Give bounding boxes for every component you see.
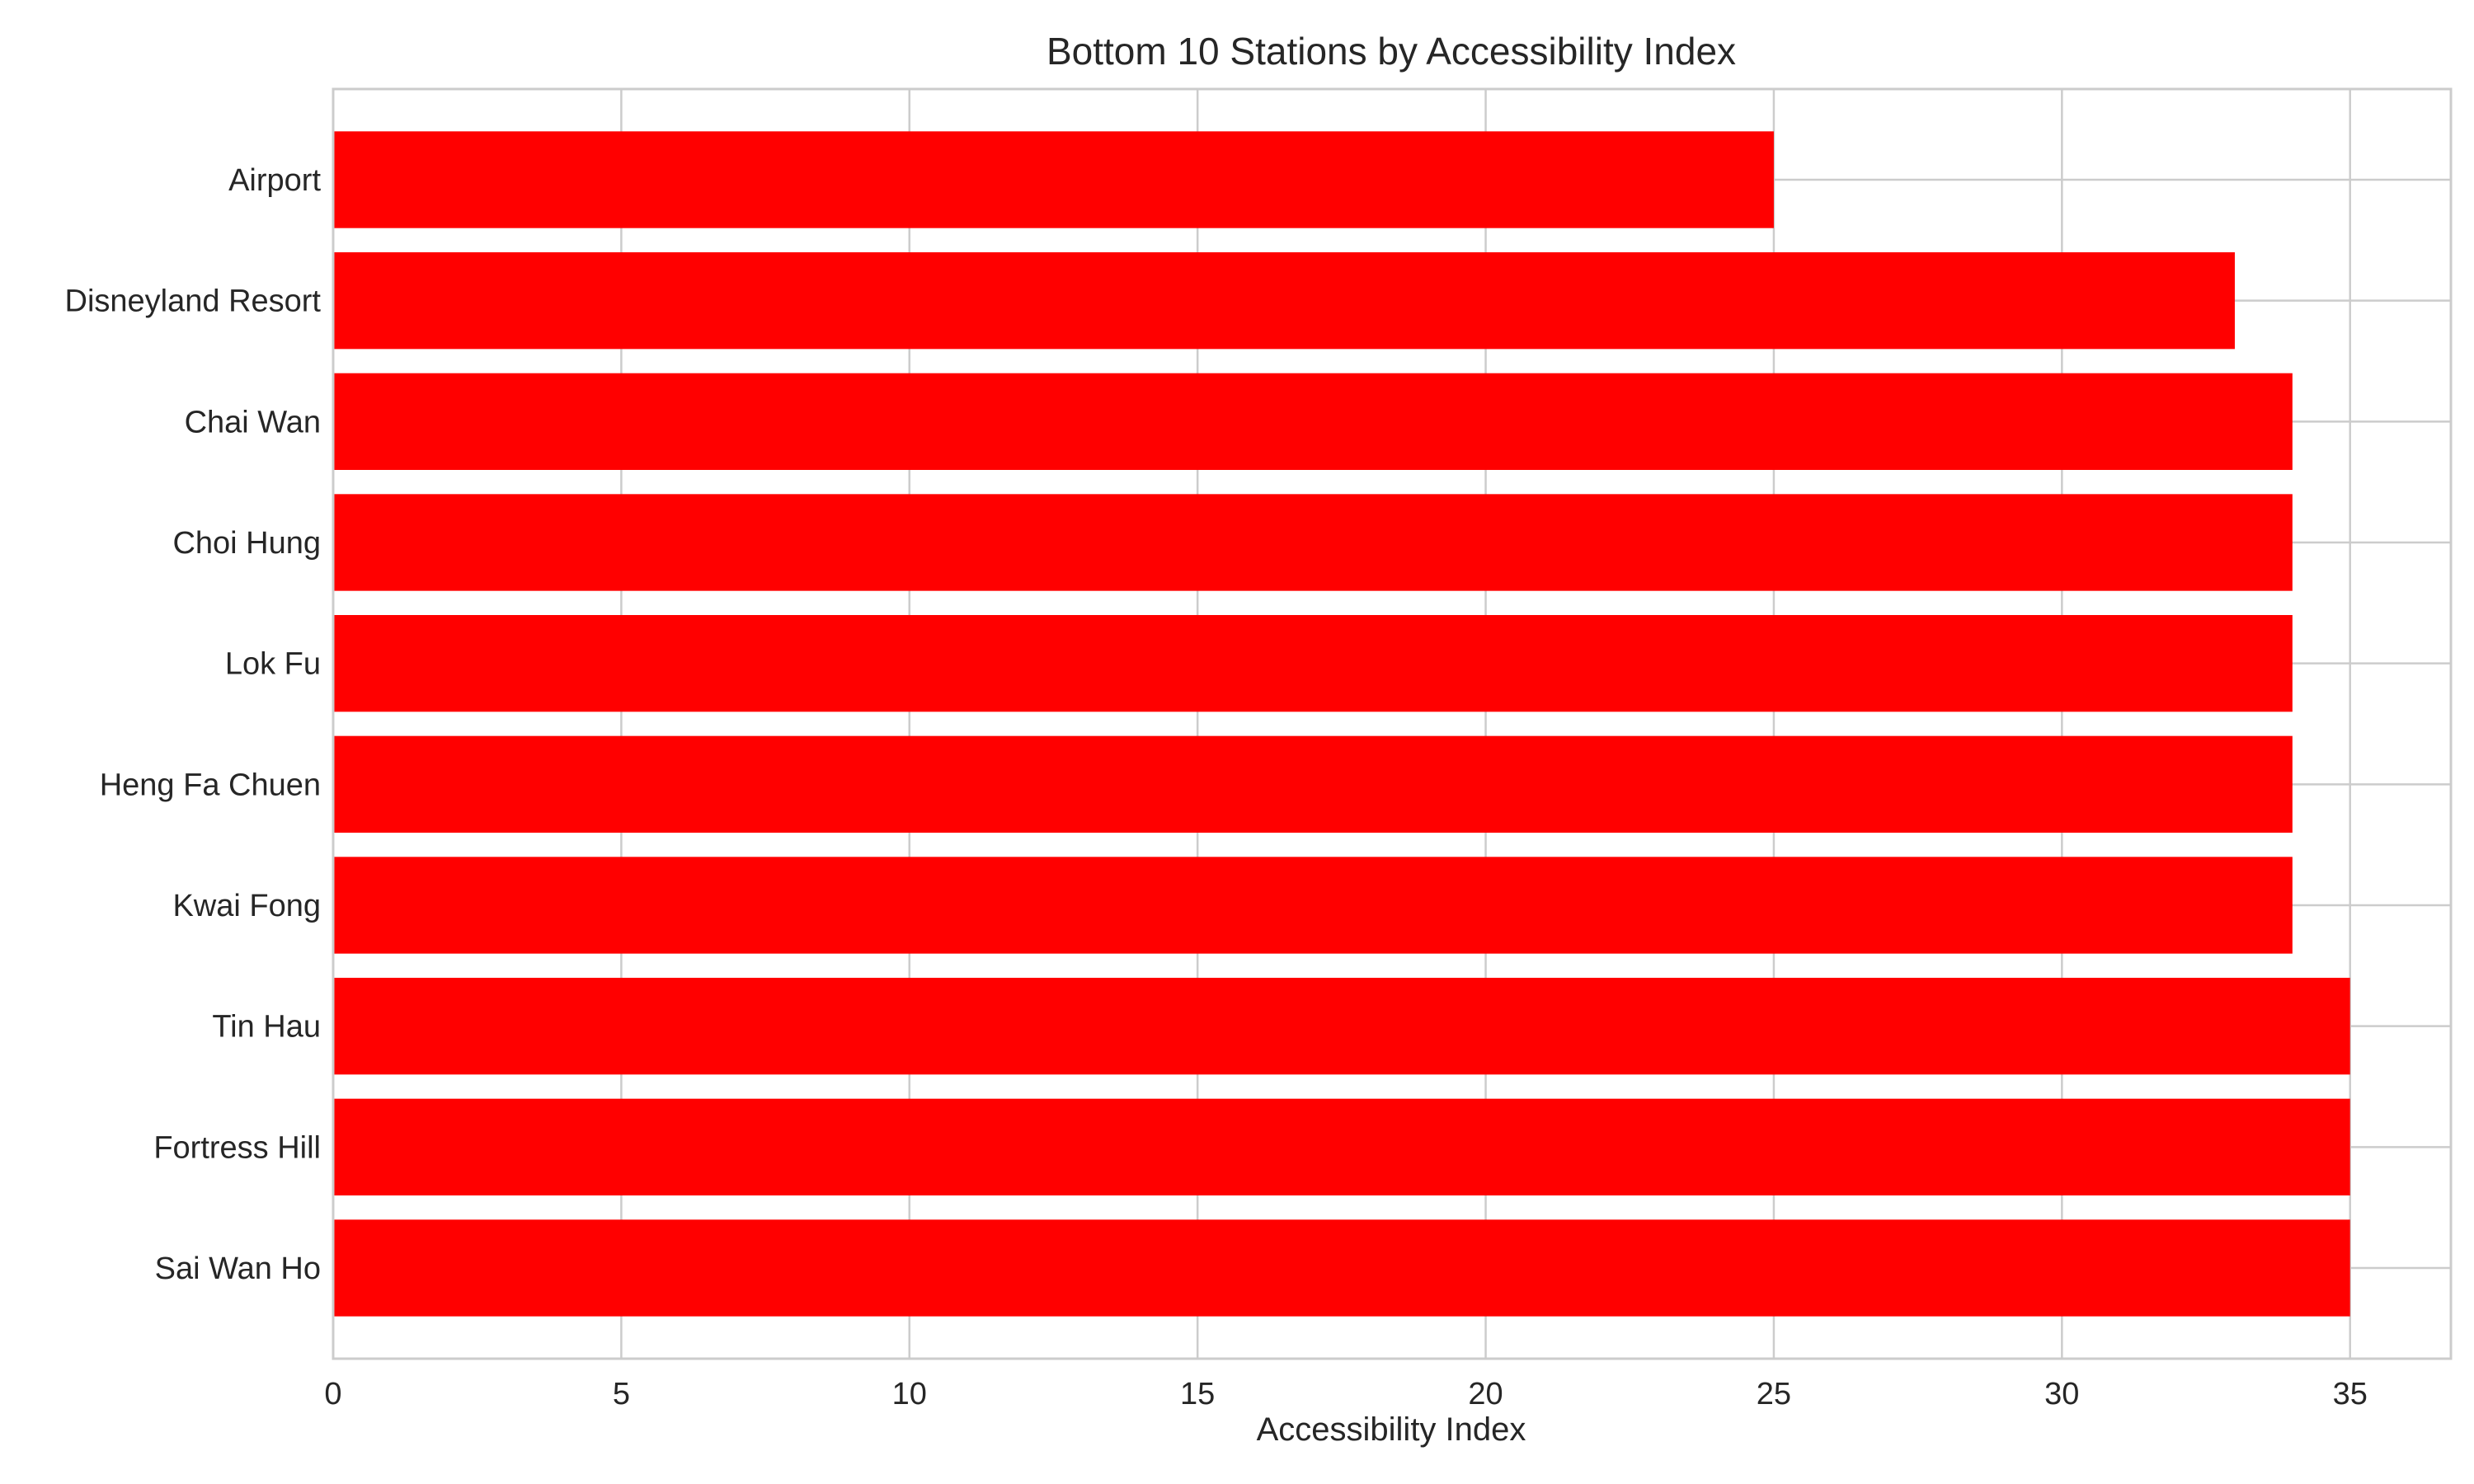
y-tick-label: Tin Hau [212,1010,321,1045]
bar-kwai-fong [333,857,2293,954]
x-axis-label: Accessibility Index [1257,1411,1526,1448]
x-tick-label: 10 [892,1377,927,1411]
x-tick-label: 35 [2333,1377,2368,1411]
bar-sai-wan-ho [333,1219,2350,1317]
bar-lok-fu [333,615,2293,712]
x-tick-label: 25 [1757,1377,1791,1411]
bar-disneyland-resort [333,252,2235,350]
y-tick-label: Airport [228,163,321,198]
plot-frame [332,87,2453,1360]
chart-title: Bottom 10 Stations by Accessibility Inde… [1047,30,1736,73]
y-tick-label: Choi Hung [172,526,321,561]
bar-chai-wan [333,373,2293,470]
x-tick-label: 30 [2044,1377,2079,1411]
x-tick-label: 0 [324,1377,341,1411]
bar-heng-fa-chuen [333,735,2293,833]
y-tick-label: Fortress Hill [153,1130,321,1165]
y-tick-label: Kwai Fong [172,889,321,923]
y-tick-label: Lok Fu [225,647,321,682]
y-tick-label: Heng Fa Chuen [100,768,321,802]
bar-tin-hau [333,978,2350,1075]
bars [333,131,2350,1317]
x-tick-label: 15 [1180,1377,1215,1411]
bar-fortress-hill [333,1098,2350,1195]
bar-choi-hung [333,494,2293,591]
y-tick-label: Disneyland Resort [65,284,322,319]
y-tick-label: Sai Wan Ho [155,1252,321,1286]
y-tick-label: Chai Wan [185,405,321,439]
x-tick-label: 20 [1468,1377,1503,1411]
x-tick-label: 5 [613,1377,630,1411]
bar-airport [333,131,1774,228]
y-tick-labels: Airport Disneyland Resort Chai Wan Choi Hun… [65,163,322,1286]
x-tick-labels: 0 5 10 15 20 25 30 35 [324,1377,2367,1411]
